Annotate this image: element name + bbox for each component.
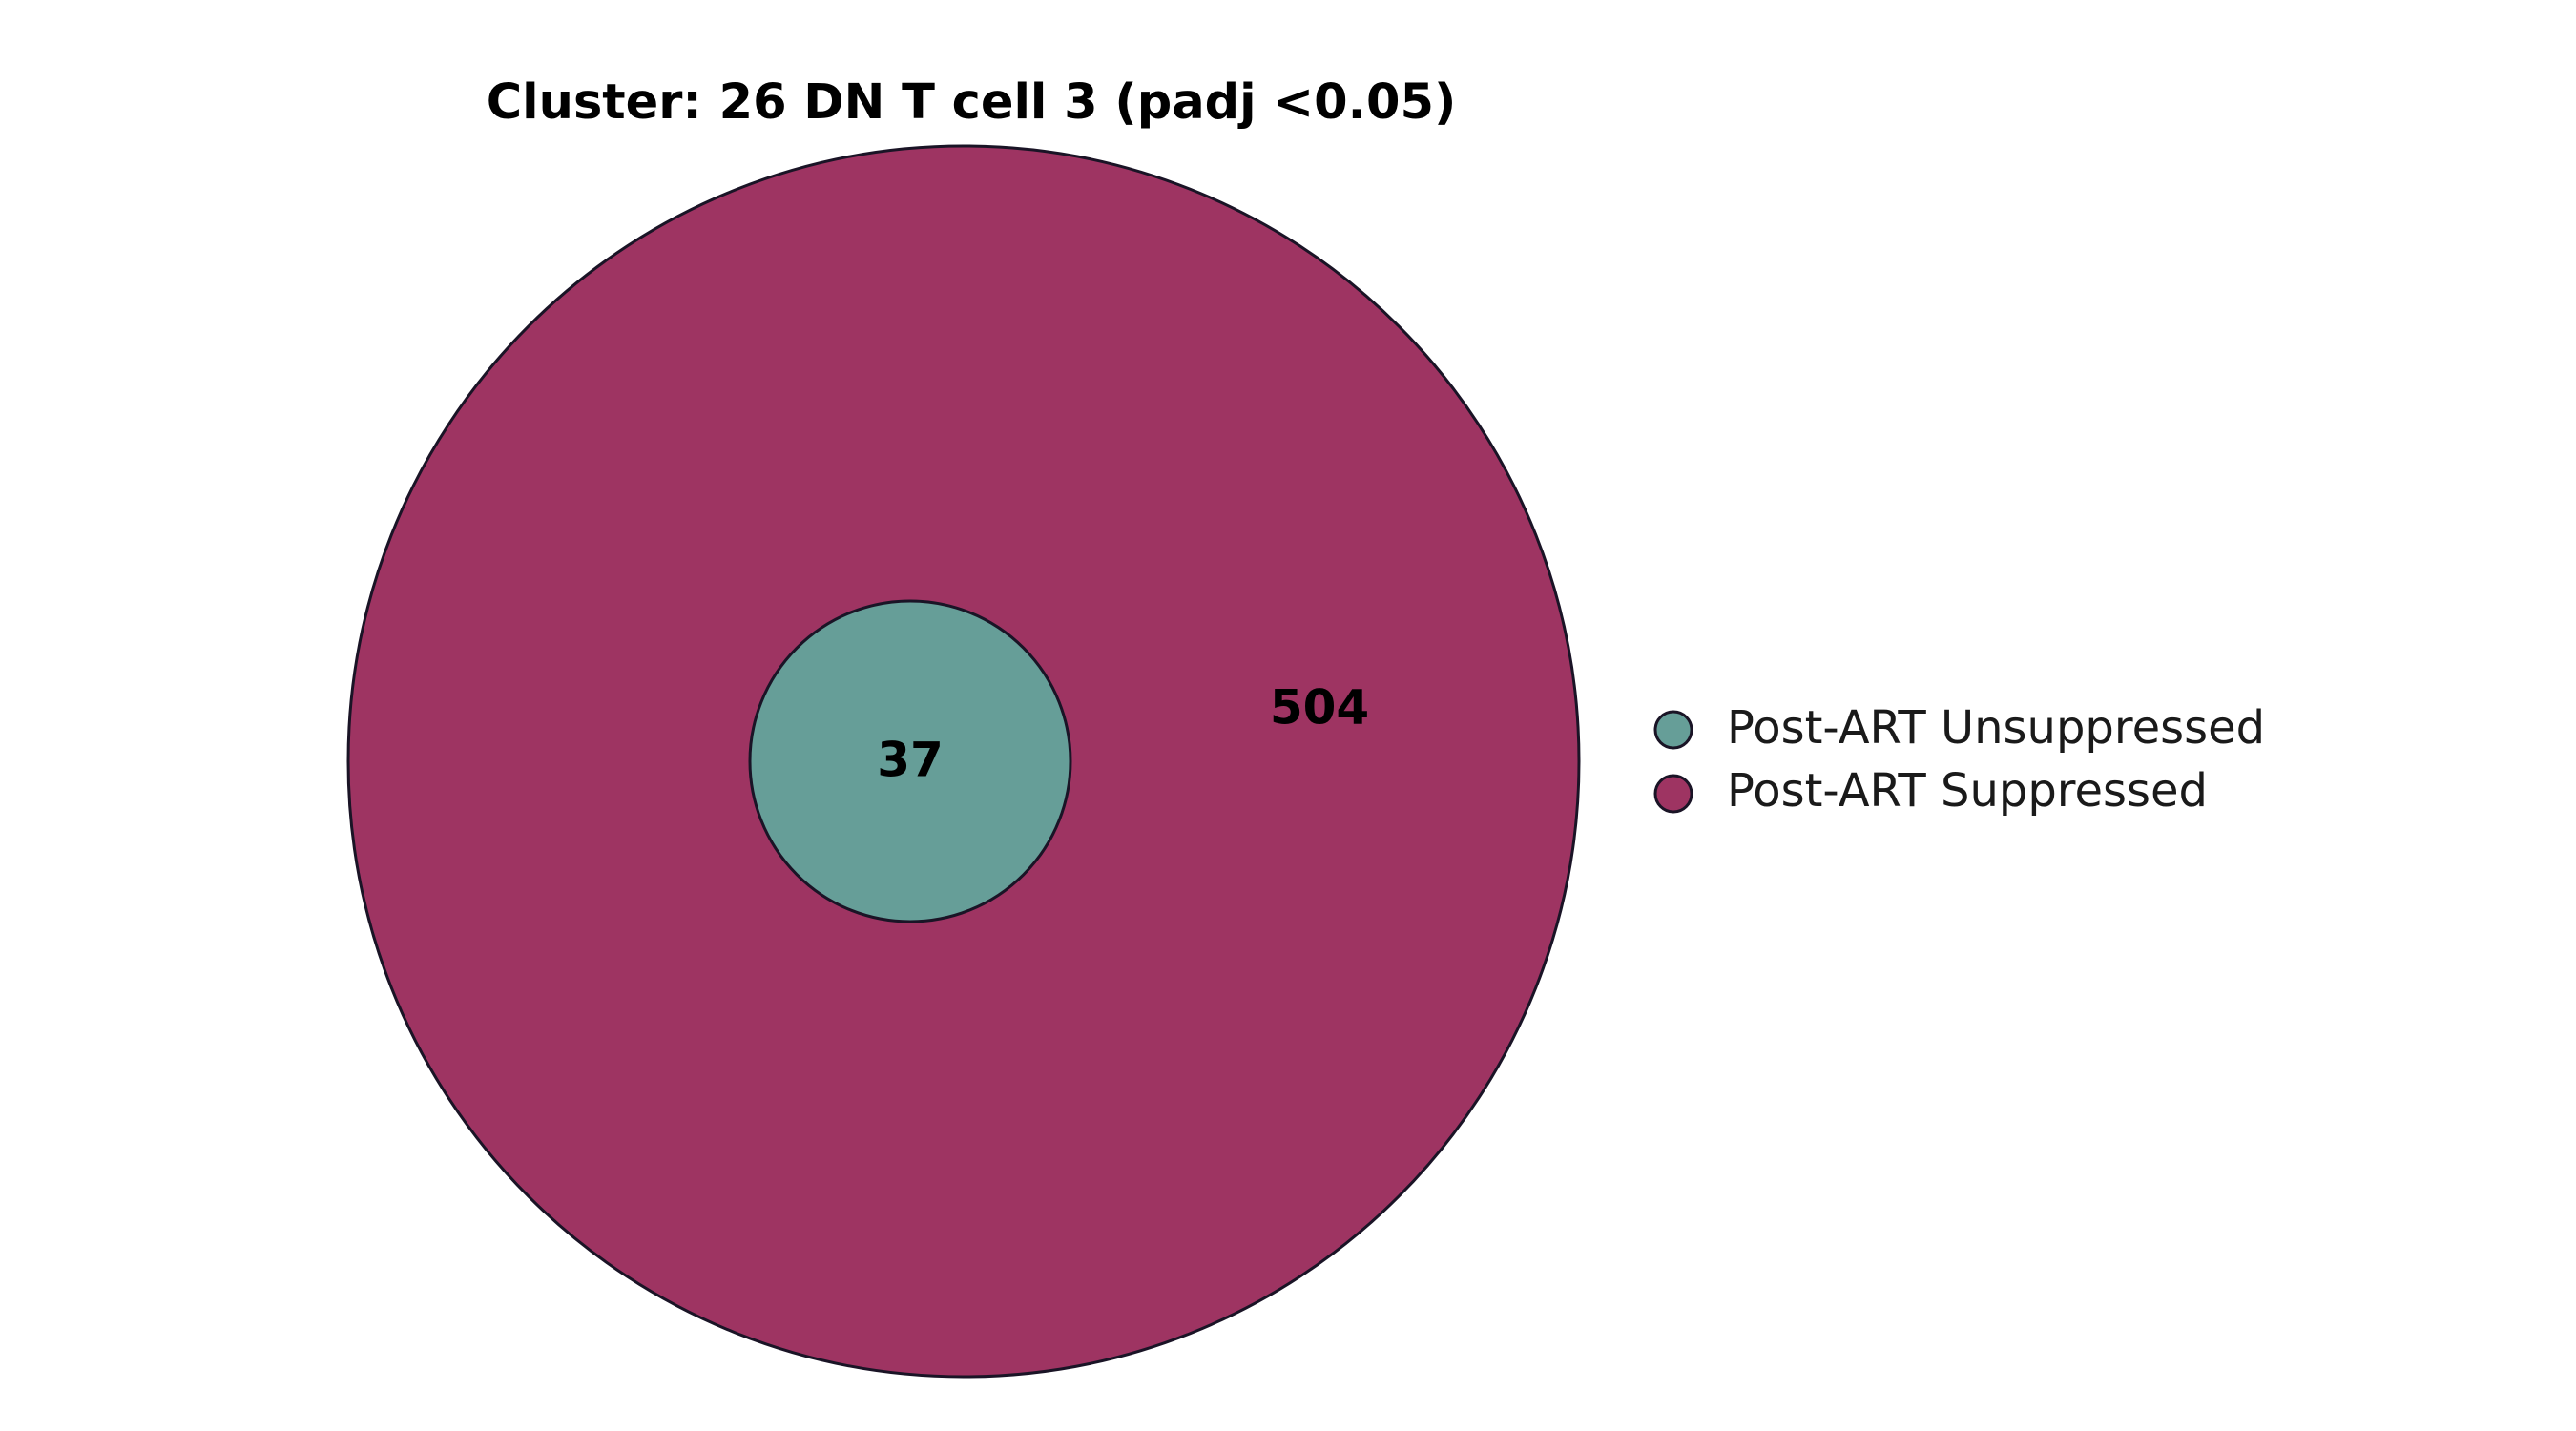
region-label-overlap: 37 [877, 733, 944, 788]
legend-marker-post-art-suppressed [1653, 774, 1693, 814]
region-label-suppressed-only: 504 [1270, 680, 1369, 736]
legend-marker-post-art-unsuppressed [1653, 710, 1693, 750]
legend: Post-ART Unsuppressed Post-ART Suppresse… [1653, 701, 2265, 818]
legend-label-post-art-unsuppressed: Post-ART Unsuppressed [1727, 701, 2265, 755]
set-circle-post-art-unsuppressed [748, 599, 1072, 923]
legend-label-post-art-suppressed: Post-ART Suppressed [1727, 764, 2208, 818]
chart-title: Cluster: 26 DN T cell 3 (padj <0.05) [487, 74, 1457, 131]
